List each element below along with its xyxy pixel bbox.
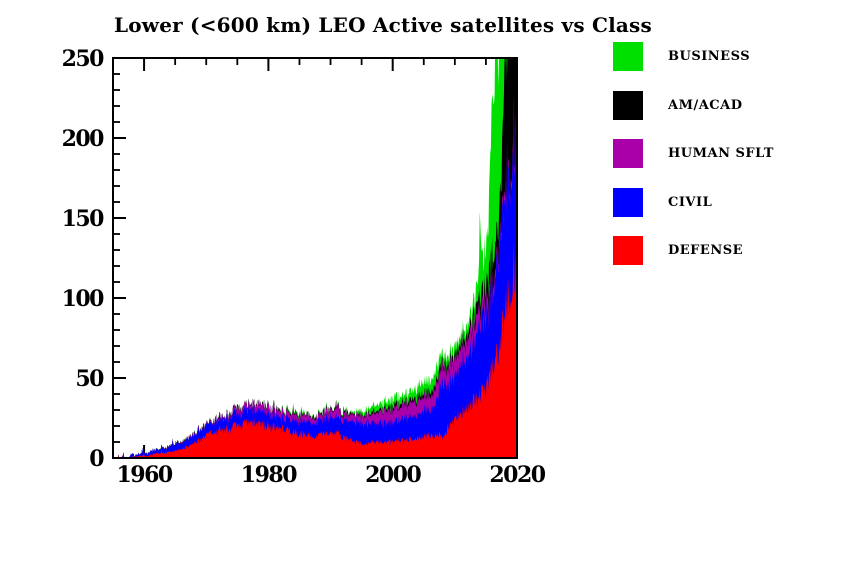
area-defense [113, 239, 517, 458]
legend-item-defense: DEFENSE [613, 236, 743, 265]
axis-tick-labels: 0 50 100 150 200 250 1960 1980 2000 2020 [62, 46, 548, 488]
legend-swatch-am-acad [613, 90, 643, 120]
y-tick-label: 250 [62, 46, 105, 72]
y-tick-label: 100 [62, 286, 105, 312]
x-tick-label: 1960 [116, 462, 172, 488]
legend-swatch-defense [613, 236, 643, 265]
legend-swatch-human-sflt [613, 139, 643, 168]
y-tick-label: 50 [75, 366, 104, 392]
y-tick-label: 150 [62, 206, 105, 232]
legend-swatch-business [613, 42, 643, 71]
x-tick-label: 2000 [365, 462, 421, 488]
legend-label: CIVIL [668, 194, 713, 210]
legend-swatch-civil [613, 187, 643, 217]
stacked-areas [113, 58, 517, 458]
legend-item-civil: CIVIL [613, 187, 713, 217]
y-tick-label: 0 [89, 446, 104, 472]
legend-label: AM/ACAD [668, 97, 743, 113]
plot-frame [112, 57, 518, 459]
x-tick-label: 2020 [489, 462, 545, 488]
legend-label: HUMAN SFLT [668, 146, 774, 161]
legend-label: BUSINESS [668, 49, 751, 64]
legend-item-business: BUSINESS [613, 42, 750, 71]
area-civil [113, 100, 517, 458]
chart-title: Lower (<600 km) LEO Active satellites vs… [114, 13, 652, 37]
legend-label: DEFENSE [668, 243, 743, 258]
y-tick-label: 200 [62, 126, 105, 152]
legend-item-am-acad: AM/ACAD [613, 90, 743, 120]
x-tick-label: 1980 [241, 462, 297, 488]
legend-item-human-sflt: HUMAN SFLT [613, 139, 774, 168]
